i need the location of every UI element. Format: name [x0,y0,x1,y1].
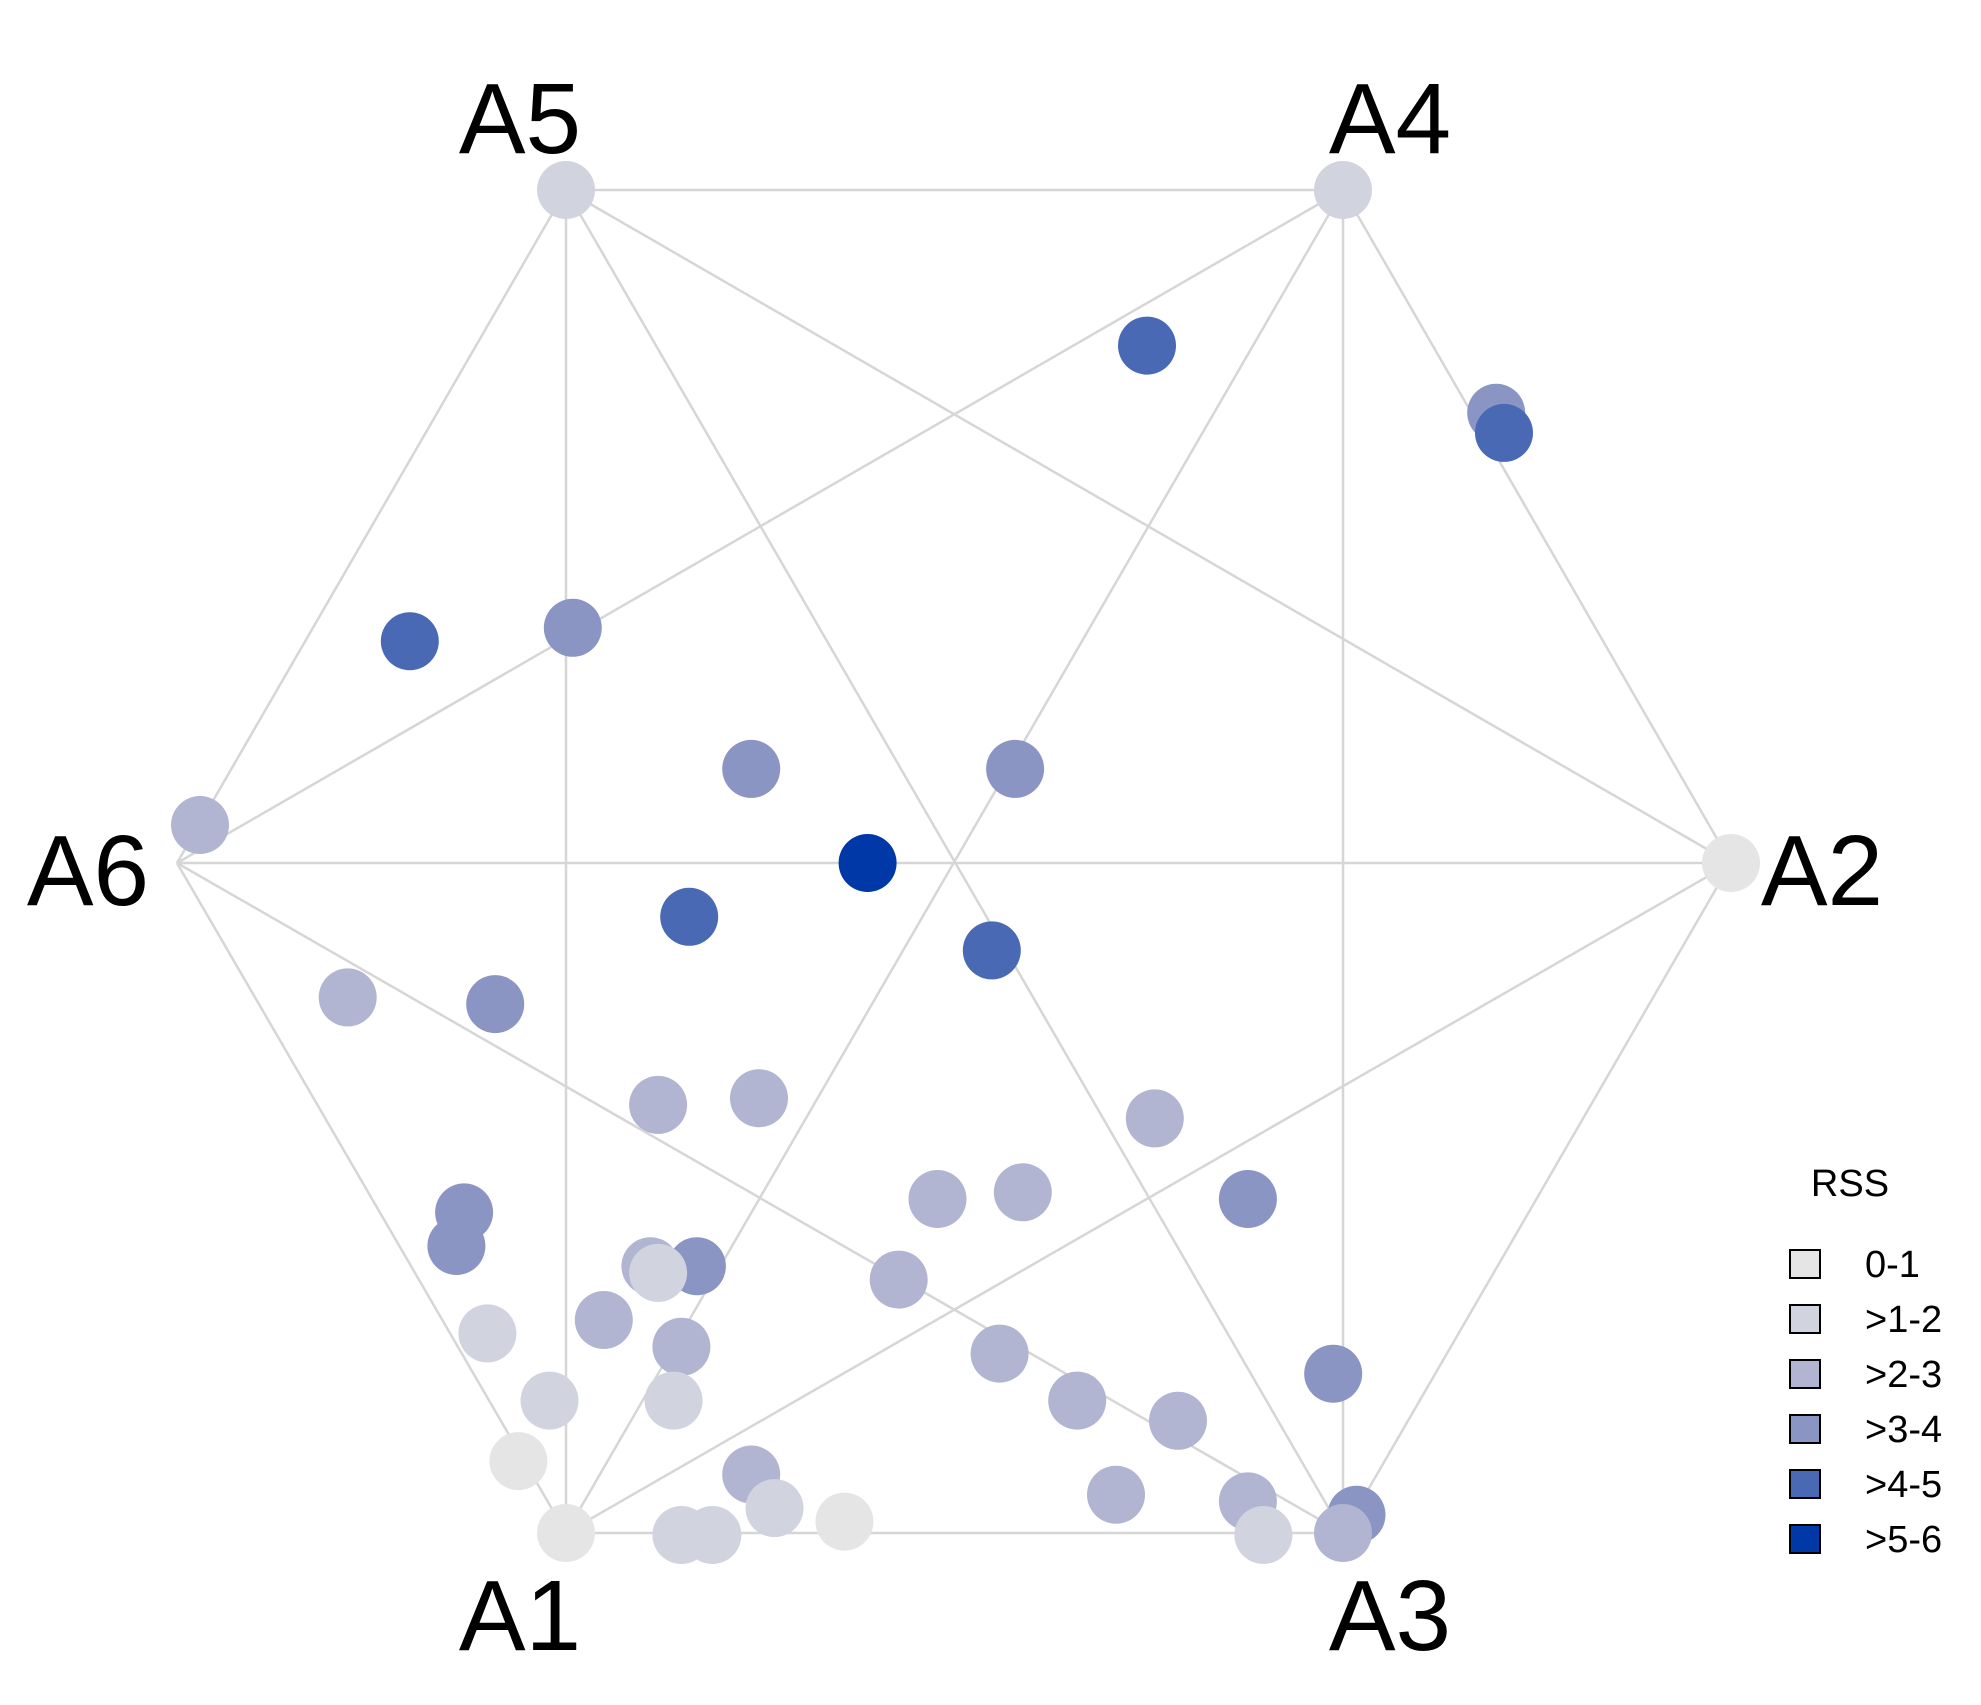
data-points [318,316,1533,1564]
data-point [1304,1344,1363,1403]
legend-label: >2-3 [1865,1354,1942,1396]
data-point [838,834,897,892]
data-point [466,975,525,1034]
legend: RSS 0-1 >1-2 >2-3 >3-4 >4-5 >5-6 [1789,1163,1942,1561]
edge-a5-a2 [565,188,1732,865]
edge-a2-a4 [1341,189,1733,864]
vertex-marker-a4 [1314,161,1372,219]
legend-label: >4-5 [1865,1464,1942,1506]
data-point [815,1492,874,1551]
vertex-label-a5: A5 [459,63,581,175]
edge-a3-a2 [1341,862,1733,1534]
vertex-markers [171,161,1760,1562]
data-point [745,1479,804,1538]
hexagon-edges [175,188,1733,1535]
data-point [1234,1506,1293,1564]
data-point [427,1217,486,1275]
vertex-label-a2: A2 [1761,815,1883,927]
data-point [730,1069,788,1128]
legend-swatch [1789,1249,1821,1279]
legend-label: 0-1 [1865,1244,1920,1286]
legend-swatch [1789,1359,1821,1389]
data-point [962,921,1021,980]
data-point [629,1243,688,1302]
legend-title: RSS [1811,1163,1889,1205]
data-point [986,739,1045,798]
legend-swatch [1789,1304,1821,1334]
data-point [629,1075,688,1134]
legend-swatch [1789,1469,1821,1499]
data-point [489,1432,548,1491]
vertex-marker-a1 [537,1504,595,1562]
vertex-label-a4: A4 [1329,63,1451,175]
data-point [1118,316,1176,375]
vertex-marker-a2 [1702,834,1760,892]
data-point [683,1506,742,1564]
data-point [543,598,602,657]
data-point [318,968,377,1027]
data-point [458,1304,517,1363]
legend-label: >5-6 [1865,1519,1942,1561]
vertex-label-a3: A3 [1329,1560,1451,1672]
data-point [380,612,439,671]
data-point [1087,1465,1145,1524]
data-point [1218,1170,1277,1228]
data-point [993,1163,1052,1222]
vertex-marker-a3 [1314,1504,1372,1562]
vertex-marker-a5 [537,161,595,219]
data-point [520,1371,579,1430]
vertex-label-a6: A6 [27,815,149,927]
vertex-label-a1: A1 [459,1560,581,1672]
data-point [970,1324,1029,1383]
legend-swatch [1789,1524,1821,1554]
data-point [644,1371,703,1430]
edge-a6-a3 [176,861,1344,1535]
edge-a5-a6 [175,189,568,864]
vertex-labels: A5 A4 A6 A2 A1 A3 [27,63,1883,1672]
edge-a5-a3 [564,189,1345,1534]
data-point [1149,1391,1207,1450]
edge-a6-a4 [176,188,1344,865]
data-point [869,1250,928,1309]
data-point [652,1317,711,1376]
edge-a6-a1 [175,862,568,1534]
data-point [908,1170,967,1228]
legend-items: 0-1 >1-2 >2-3 >3-4 >4-5 >5-6 [1789,1244,1942,1561]
legend-label: >3-4 [1865,1409,1942,1451]
vertex-marker-a6 [171,796,229,854]
data-point [660,887,719,946]
legend-swatch [1789,1414,1821,1444]
data-point [722,739,781,798]
data-point [1048,1371,1107,1430]
data-point [1125,1089,1184,1148]
data-point [574,1291,633,1349]
data-point [1475,403,1533,462]
legend-label: >1-2 [1865,1299,1942,1341]
